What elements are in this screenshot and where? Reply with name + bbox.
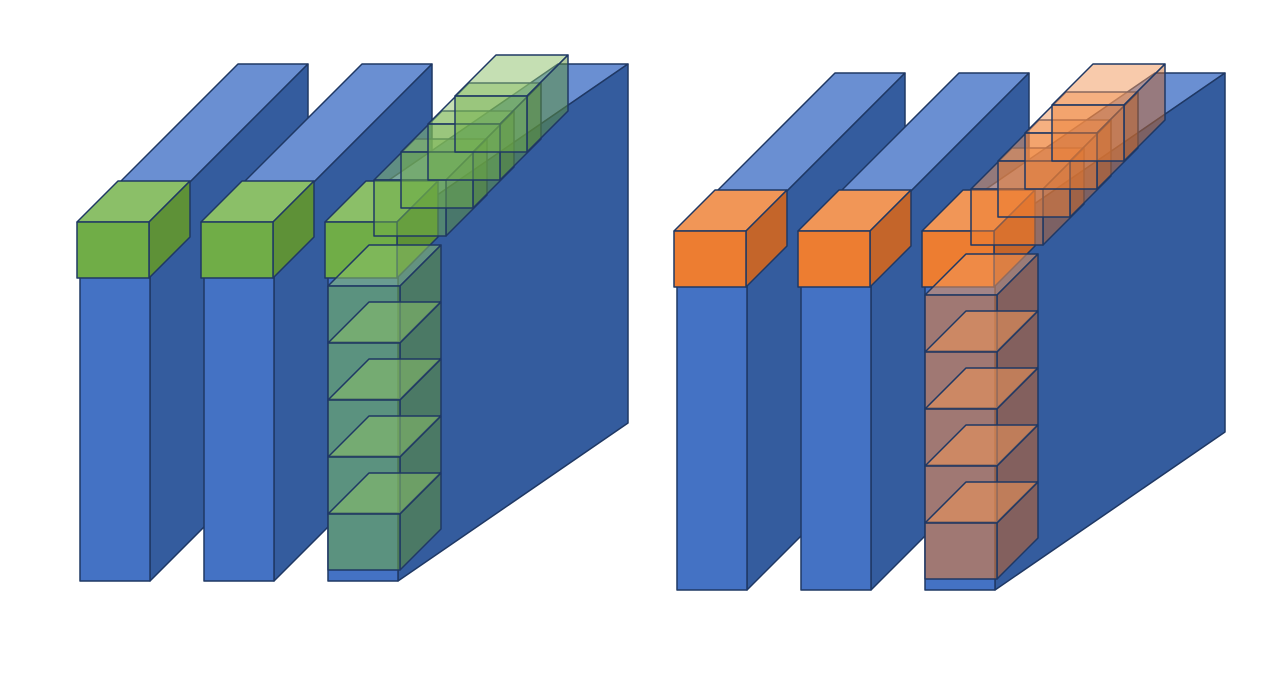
column-block-5 (924, 481, 1039, 580)
cap-block-1 (673, 189, 788, 288)
row-block-4 (1051, 63, 1166, 162)
cap-block-1 (76, 180, 191, 279)
cap-block-1-front-face (673, 230, 747, 288)
cap-block-2-front-face (797, 230, 871, 288)
cap-block-1-front-face (76, 221, 150, 279)
cap-block-2 (797, 189, 912, 288)
row-block-4-front-face (1051, 104, 1125, 162)
left-feature-map-group (76, 54, 629, 582)
column-block-5-front-face (924, 522, 998, 580)
row-block-4 (454, 54, 569, 153)
column-block-5 (327, 472, 442, 571)
row-block-4-front-face (454, 95, 528, 153)
cap-block-2 (200, 180, 315, 279)
column-block-5-front-face (327, 513, 401, 571)
cap-block-2-front-face (200, 221, 274, 279)
right-feature-map-group (673, 63, 1226, 591)
